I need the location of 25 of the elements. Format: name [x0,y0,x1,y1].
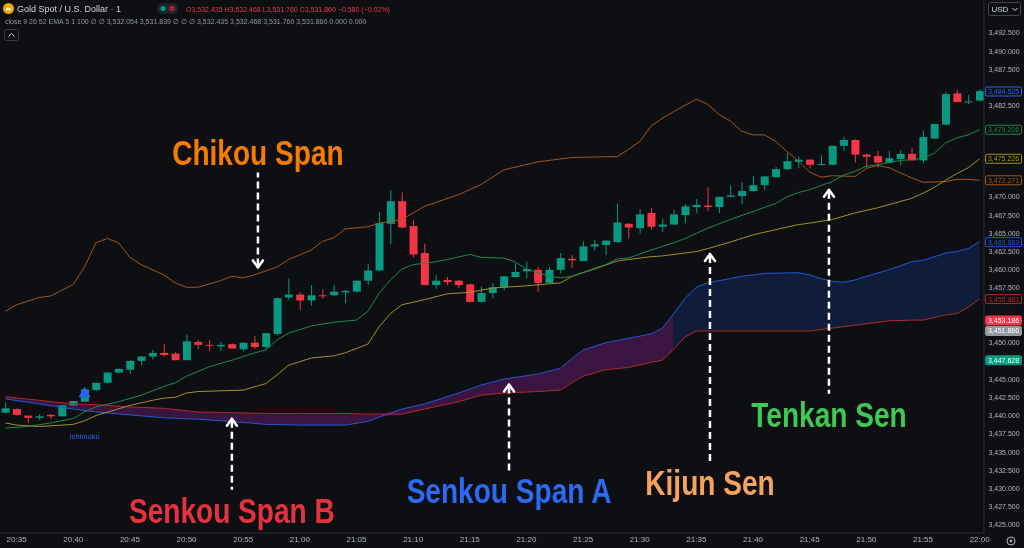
x-tick-label: 20:45 [119,534,141,544]
x-tick-label: 21:40 [743,534,764,544]
x-tick-label: 20:35 [6,534,28,544]
text: Gold Spot / U.S. Dollar · 1 [17,4,122,14]
x-tick-label: 21:05 [346,534,368,544]
x-tick-label: 20:40 [63,534,84,544]
x-tick-label: 21:10 [403,534,424,544]
x-tick-label: 21:45 [799,534,821,544]
x-tick-label: 21:30 [629,534,651,544]
x-tick-label: 21:25 [573,534,594,544]
x-tick-label: 21:00 [289,534,311,544]
x-tick-label: 21:35 [686,534,707,544]
annotation: Kijun Sen [645,462,775,503]
x-tick-label: 22:00 [969,534,991,544]
x-tick-label: 21:55 [913,534,934,544]
annotation: Senkou Span A [406,471,612,512]
x-tick-label: 20:55 [233,534,254,544]
x-tick-label: 21:20 [516,534,537,544]
x-tick-label: 21:50 [856,534,877,544]
annotation: Tenkan Sen [751,394,907,435]
annotation: Senkou Span B [128,490,335,531]
annotation: Chikou Span [172,133,344,174]
x-tick-label: 20:50 [176,534,198,544]
x-tick-label: 21:15 [459,534,481,544]
dropdown-field: USD [988,2,1021,16]
